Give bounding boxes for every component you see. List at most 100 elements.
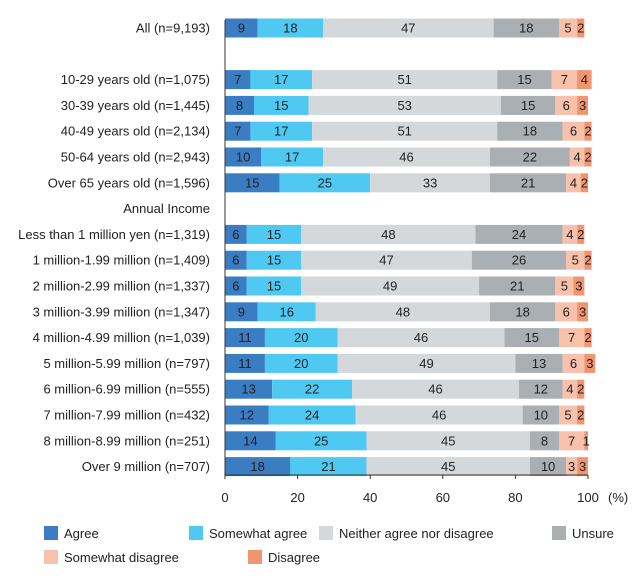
bar-segment bbox=[566, 173, 581, 193]
bar-segment bbox=[529, 431, 559, 451]
x-tick-label: 80 bbox=[508, 490, 522, 505]
segment-value-label: 8 bbox=[236, 98, 243, 113]
bar-segment bbox=[290, 457, 367, 477]
bar-segment bbox=[580, 173, 588, 193]
segment-value-label: 3 bbox=[579, 459, 586, 474]
segment-value-label: 48 bbox=[381, 227, 395, 242]
bar-segment bbox=[558, 18, 578, 38]
category-label: Over 9 million (n=707) bbox=[82, 459, 210, 474]
bar-segment bbox=[551, 70, 578, 90]
segment-value-label: 15 bbox=[525, 330, 539, 345]
legend-swatch bbox=[319, 526, 333, 540]
segment-value-label: 4 bbox=[566, 227, 573, 242]
legend-item: Unsure bbox=[552, 526, 614, 541]
bar-segment bbox=[275, 431, 367, 451]
bar-segment bbox=[225, 302, 258, 322]
bar-segment bbox=[566, 457, 578, 477]
category-label: All (n=9,193) bbox=[136, 21, 210, 36]
segment-value-label: 7 bbox=[568, 433, 575, 448]
bar-segment bbox=[366, 457, 530, 477]
bar-segment bbox=[323, 18, 494, 38]
bar-row: 5 million-5.99 million (n=797) 11 20 49 13 6 3 bbox=[43, 353, 596, 373]
bar-segment bbox=[522, 405, 559, 425]
category-label: 6 million-6.99 million (n=555) bbox=[43, 382, 210, 397]
segment-value-label: 26 bbox=[512, 253, 526, 268]
bar-segment bbox=[225, 70, 251, 90]
segment-value-label: 49 bbox=[419, 356, 433, 371]
bar-segment bbox=[562, 224, 578, 244]
category-label: 30-39 years old (n=1,445) bbox=[61, 98, 210, 113]
segment-value-label: 5 bbox=[564, 408, 571, 423]
segment-value-label: 14 bbox=[243, 433, 257, 448]
segment-value-label: 6 bbox=[563, 98, 570, 113]
legend-item: Neither agree nor disagree bbox=[319, 526, 494, 541]
bar-segment bbox=[562, 379, 578, 399]
segment-value-label: 11 bbox=[238, 330, 252, 345]
bar-segment bbox=[497, 70, 552, 90]
bar-row: 3 million-3.99 million (n=1,347) 9 16 48 18 6… bbox=[33, 302, 588, 322]
segment-value-label: 46 bbox=[399, 150, 413, 165]
bar-segment bbox=[584, 121, 592, 141]
bar-segment bbox=[504, 328, 559, 348]
category-label: 1 million-1.99 million (n=1,409) bbox=[33, 253, 210, 268]
segment-value-label: 15 bbox=[521, 98, 535, 113]
bar-segment bbox=[225, 431, 276, 451]
bar-segment bbox=[225, 457, 291, 477]
segment-value-label: 5 bbox=[561, 279, 568, 294]
bar-segment bbox=[577, 379, 585, 399]
bar-segment bbox=[562, 353, 585, 373]
bar-segment bbox=[261, 147, 324, 167]
segment-value-label: 46 bbox=[428, 382, 442, 397]
bar-segment bbox=[257, 302, 316, 322]
segment-value-label: 25 bbox=[318, 175, 332, 190]
segment-value-label: 18 bbox=[515, 304, 529, 319]
legend-label: Disagree bbox=[268, 550, 320, 565]
segment-value-label: 13 bbox=[241, 382, 255, 397]
bar-segment bbox=[558, 328, 585, 348]
bar-segment bbox=[555, 302, 578, 322]
bar-row: 10-29 years old (n=1,075) 7 17 51 15 7 4 bbox=[61, 70, 592, 90]
bar-row: 30-39 years old (n=1,445) 8 15 53 15 6 3 bbox=[61, 95, 588, 115]
bar-segment bbox=[352, 379, 520, 399]
segment-value-label: 3 bbox=[579, 98, 586, 113]
segment-value-label: 8 bbox=[541, 433, 548, 448]
segment-value-label: 22 bbox=[305, 382, 319, 397]
legend-swatch bbox=[248, 550, 262, 564]
bar-segment bbox=[268, 405, 356, 425]
segment-value-label: 17 bbox=[285, 150, 299, 165]
segment-value-label: 12 bbox=[534, 382, 548, 397]
bar-segment bbox=[315, 302, 490, 322]
bar-row: Less than 1 million yen (n=1,319) 6 15 48 24… bbox=[18, 224, 585, 244]
bar-segment bbox=[264, 328, 338, 348]
bar-segment bbox=[566, 250, 585, 270]
bar-segment bbox=[475, 224, 563, 244]
segment-value-label: 33 bbox=[423, 175, 437, 190]
bar-segment bbox=[225, 224, 247, 244]
category-label: 50-64 years old (n=2,943) bbox=[61, 150, 210, 165]
category-label: Less than 1 million yen (n=1,319) bbox=[18, 227, 210, 242]
segment-value-label: 22 bbox=[523, 150, 537, 165]
legend-label: Unsure bbox=[572, 526, 614, 541]
category-label: 4 million-4.99 million (n=1,039) bbox=[33, 330, 210, 345]
legend: Agree Somewhat agree Neither agree nor dis… bbox=[44, 526, 614, 565]
segment-value-label: 3 bbox=[586, 356, 593, 371]
segment-value-label: 7 bbox=[234, 124, 241, 139]
segment-value-label: 53 bbox=[397, 98, 411, 113]
bar-segment bbox=[489, 173, 567, 193]
bar-segment bbox=[471, 250, 567, 270]
bar-segment bbox=[301, 224, 476, 244]
bar-segment bbox=[489, 147, 570, 167]
x-tick-label: 20 bbox=[290, 490, 304, 505]
category-label: 2 million-2.99 million (n=1,337) bbox=[33, 279, 210, 294]
segment-value-label: 4 bbox=[581, 72, 588, 87]
segment-value-label: 51 bbox=[397, 124, 411, 139]
bar-row: 7 million-7.99 million (n=432) 12 24 46 10 5 2 bbox=[43, 405, 585, 425]
bar-segment bbox=[272, 379, 353, 399]
bar-segment bbox=[225, 95, 255, 115]
segment-value-label: 2 bbox=[577, 227, 584, 242]
bar-segment bbox=[250, 70, 313, 90]
category-label: 40-49 years old (n=2,134) bbox=[61, 124, 210, 139]
segment-value-label: 2 bbox=[577, 382, 584, 397]
bar-segment bbox=[308, 95, 501, 115]
